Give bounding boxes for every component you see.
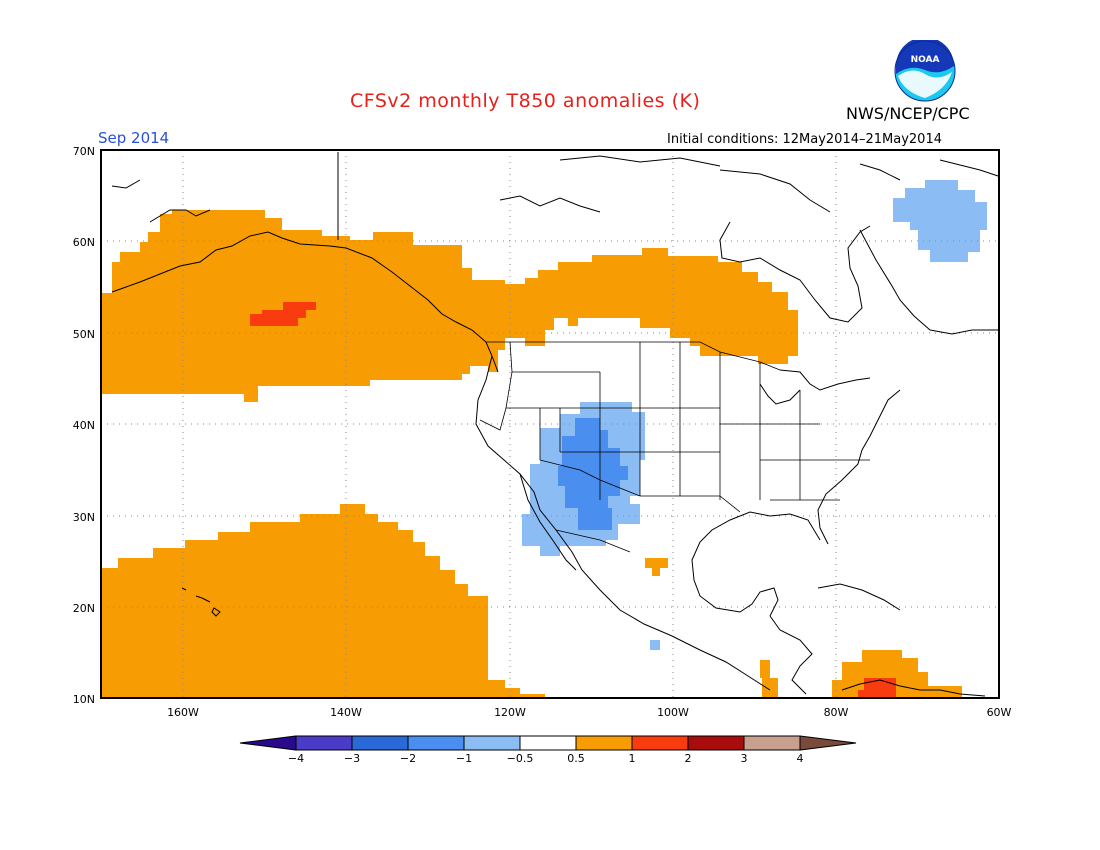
map-frame	[100, 149, 1000, 699]
colorbar-label: 4	[797, 752, 804, 765]
chart-title: CFSv2 monthly T850 anomalies (K)	[350, 90, 701, 112]
lat-label: 10N	[73, 693, 95, 706]
lat-label: 60N	[73, 236, 95, 249]
colorbar-swatch	[463, 735, 521, 751]
lon-label: 120W	[494, 706, 526, 719]
colorbar-label: −3	[344, 752, 360, 765]
moderate-cool-anomaly-region	[558, 418, 628, 530]
lat-label: 50N	[73, 328, 95, 341]
colorbar-swatch	[687, 735, 745, 751]
lat-label: 70N	[73, 145, 95, 158]
colorbar	[239, 735, 857, 751]
lon-label: 160W	[167, 706, 199, 719]
valid-month-label: Sep 2014	[98, 129, 170, 147]
colorbar-swatch	[575, 735, 633, 751]
colorbar-labels: −4 −3 −2 −1 −0.5 0.5 1 2 3 4	[288, 752, 804, 765]
longitude-labels: 160W 140W 120W 100W 80W 60W	[167, 706, 1011, 719]
cool-anomaly-region	[522, 180, 987, 650]
lat-label: 20N	[73, 602, 95, 615]
colorbar-label: −4	[288, 752, 304, 765]
colorbar-label: −0.5	[507, 752, 534, 765]
noaa-logo-text: NOAA	[911, 55, 940, 65]
colorbar-label: −2	[400, 752, 416, 765]
lat-label: 40N	[73, 419, 95, 432]
colorbar-label: 0.5	[567, 752, 585, 765]
lon-label: 140W	[330, 706, 362, 719]
initial-conditions-label: Initial conditions: 12May2014–21May2014	[667, 132, 942, 147]
noaa-logo: NOAA	[894, 40, 956, 102]
colorbar-arrow-high	[799, 735, 857, 751]
colorbar-label: 3	[741, 752, 748, 765]
agency-label: NWS/NCEP/CPC	[846, 104, 970, 123]
political-boundaries	[479, 341, 870, 553]
coastlines	[111, 152, 999, 697]
lon-label: 100W	[657, 706, 689, 719]
colorbar-label: −1	[456, 752, 472, 765]
colorbar-swatch	[407, 735, 465, 751]
colorbar-swatch	[631, 735, 689, 751]
lon-label: 60W	[987, 706, 1012, 719]
colorbar-swatch	[351, 735, 409, 751]
colorbar-swatch	[743, 735, 801, 751]
colorbar-label: 2	[685, 752, 692, 765]
latitude-labels: 70N 60N 50N 40N 30N 20N 10N	[73, 145, 95, 706]
graticule	[101, 150, 999, 698]
lon-label: 80W	[824, 706, 849, 719]
colorbar-swatch	[295, 735, 353, 751]
warm-anomaly-region	[101, 210, 962, 698]
colorbar-swatch	[519, 735, 577, 751]
lat-label: 30N	[73, 511, 95, 524]
colorbar-arrow-low	[239, 735, 297, 751]
colorbar-label: 1	[629, 752, 636, 765]
